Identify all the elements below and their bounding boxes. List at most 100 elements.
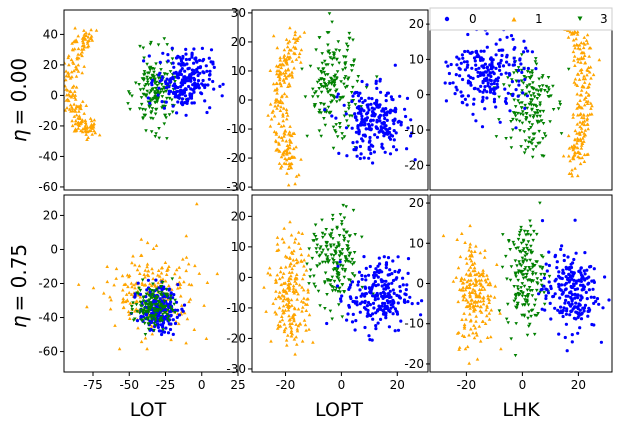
point-class-1 (578, 161, 583, 166)
point-class-1 (472, 323, 476, 327)
point-class-1 (481, 274, 486, 278)
point-class-0 (477, 66, 481, 70)
point-class-3 (128, 107, 132, 112)
point-class-0 (573, 305, 577, 309)
point-class-1 (76, 126, 81, 130)
point-class-3 (517, 233, 522, 237)
point-class-0 (408, 295, 412, 299)
point-class-1 (292, 249, 296, 253)
point-class-3 (343, 110, 348, 114)
point-class-3 (542, 302, 547, 306)
point-class-3 (141, 87, 146, 91)
point-class-1 (167, 264, 171, 268)
point-class-0 (177, 313, 182, 317)
point-class-0 (522, 67, 526, 71)
point-class-3 (556, 107, 561, 111)
point-class-1 (288, 55, 292, 59)
point-class-1 (297, 173, 301, 177)
point-class-0 (164, 326, 168, 330)
point-class-3 (154, 96, 159, 100)
point-class-3 (300, 67, 304, 71)
point-class-0 (192, 69, 196, 73)
point-class-0 (171, 77, 175, 81)
point-class-3 (155, 99, 159, 103)
point-class-3 (528, 258, 532, 262)
point-class-3 (340, 315, 345, 319)
point-class-0 (557, 285, 561, 289)
point-class-3 (146, 83, 151, 87)
point-class-3 (525, 230, 530, 234)
point-class-1 (167, 283, 171, 288)
point-class-0 (569, 309, 573, 314)
y-tick-label: 30 (231, 6, 246, 20)
point-class-1 (472, 266, 477, 270)
point-class-1 (277, 121, 281, 125)
point-class-1 (52, 54, 56, 57)
point-class-1 (575, 57, 580, 61)
point-class-3 (535, 288, 539, 293)
point-class-1 (479, 282, 483, 286)
point-class-3 (353, 103, 358, 107)
point-class-1 (268, 102, 273, 106)
point-class-3 (148, 68, 152, 72)
point-class-1 (579, 70, 584, 75)
point-class-1 (278, 108, 283, 112)
point-class-3 (313, 285, 318, 289)
point-class-3 (323, 73, 328, 77)
point-class-0 (146, 278, 150, 282)
point-class-0 (208, 69, 212, 73)
point-class-3 (161, 328, 165, 332)
point-class-0 (546, 291, 551, 295)
point-class-3 (340, 267, 345, 271)
point-class-3 (321, 67, 325, 71)
point-class-1 (274, 278, 278, 282)
point-class-1 (277, 73, 281, 77)
point-class-1 (281, 304, 286, 308)
point-class-1 (143, 336, 148, 340)
point-class-1 (489, 308, 494, 312)
point-class-1 (163, 279, 168, 283)
point-class-0 (392, 129, 396, 133)
point-class-0 (396, 301, 400, 305)
point-class-3 (538, 290, 542, 294)
point-class-0 (557, 282, 561, 286)
point-class-3 (155, 84, 160, 88)
point-class-1 (471, 281, 475, 285)
point-class-1 (492, 295, 497, 299)
point-class-1 (268, 273, 273, 277)
point-class-3 (157, 319, 162, 323)
point-class-0 (563, 301, 567, 305)
point-class-3 (540, 267, 544, 271)
point-class-1 (93, 131, 98, 135)
point-class-1 (278, 324, 283, 328)
point-class-1 (304, 328, 308, 332)
point-class-3 (328, 279, 332, 283)
point-class-3 (317, 108, 322, 112)
point-class-1 (277, 149, 282, 153)
point-class-1 (467, 273, 471, 277)
point-class-0 (166, 331, 171, 335)
point-class-1 (105, 279, 110, 284)
point-class-1 (64, 74, 69, 78)
point-class-1 (295, 297, 299, 301)
point-class-3 (319, 83, 323, 87)
point-class-1 (290, 75, 295, 79)
point-class-1 (154, 243, 159, 247)
point-class-3 (142, 70, 147, 74)
point-class-0 (463, 97, 467, 101)
y-tick-label: 20 (409, 196, 424, 210)
point-class-1 (476, 271, 481, 275)
y-tick-label: 20 (231, 209, 246, 223)
point-class-0 (188, 92, 192, 96)
point-class-0 (485, 32, 489, 36)
point-class-3 (317, 129, 322, 133)
point-class-0 (166, 82, 170, 86)
point-class-1 (579, 146, 584, 150)
point-class-1 (274, 64, 279, 68)
point-class-1 (580, 122, 585, 126)
point-class-3 (327, 80, 332, 84)
point-class-1 (182, 280, 186, 284)
point-class-3 (507, 84, 512, 88)
x-tick-label: -20 (457, 378, 477, 392)
point-class-3 (522, 151, 527, 155)
